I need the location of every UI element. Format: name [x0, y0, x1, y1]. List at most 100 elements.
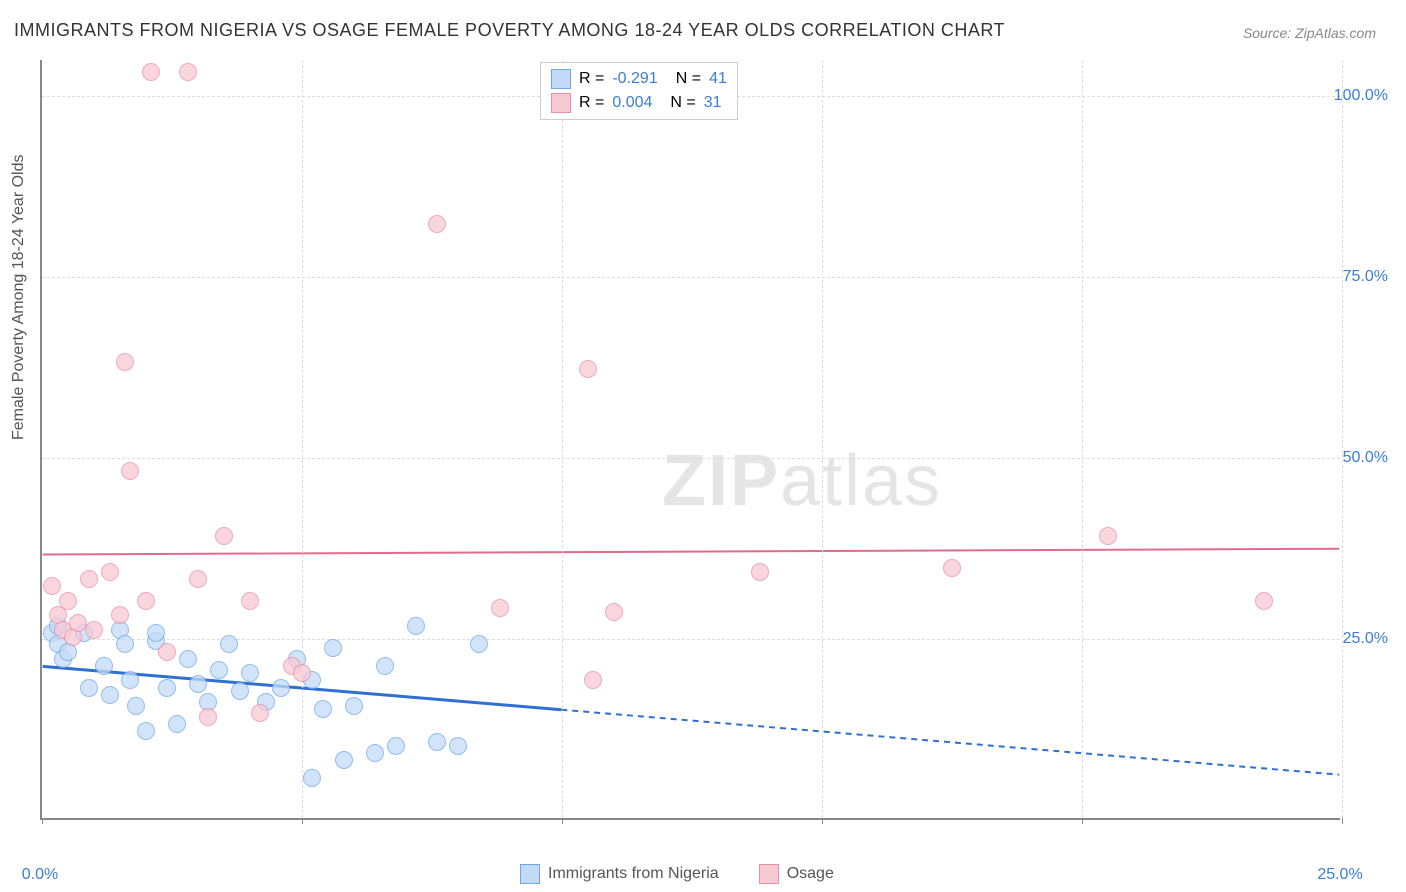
gridline-horizontal: [42, 277, 1340, 278]
data-point: [241, 664, 259, 682]
data-point: [43, 577, 61, 595]
data-point: [272, 679, 290, 697]
data-point: [199, 708, 217, 726]
data-point: [751, 563, 769, 581]
data-point: [179, 650, 197, 668]
data-point: [345, 697, 363, 715]
legend-item-series2: Osage: [759, 864, 834, 884]
data-point: [231, 682, 249, 700]
r-value-series2: 0.004: [612, 94, 652, 112]
data-point: [303, 769, 321, 787]
n-value-series1: 41: [709, 70, 727, 88]
data-point: [116, 353, 134, 371]
watermark: ZIPatlas: [662, 440, 942, 522]
x-tick: [1342, 818, 1343, 824]
data-point: [59, 592, 77, 610]
gridline-vertical: [1342, 60, 1343, 818]
r-label: R =: [579, 70, 604, 88]
data-point: [579, 360, 597, 378]
data-point: [95, 657, 113, 675]
gridline-vertical: [302, 60, 303, 818]
data-point: [220, 635, 238, 653]
x-tick-label: 25.0%: [1317, 866, 1362, 884]
data-point: [80, 679, 98, 697]
data-point: [407, 617, 425, 635]
data-point: [80, 570, 98, 588]
data-point: [314, 700, 332, 718]
data-point: [428, 733, 446, 751]
r-value-series1: -0.291: [612, 70, 657, 88]
legend-row-series2: R = 0.004 N = 31: [551, 91, 727, 115]
data-point: [215, 527, 233, 545]
data-point: [121, 462, 139, 480]
x-tick: [1082, 818, 1083, 824]
data-point: [324, 639, 342, 657]
data-point: [168, 715, 186, 733]
data-point: [101, 563, 119, 581]
x-tick: [302, 818, 303, 824]
data-point: [293, 664, 311, 682]
y-tick-label: 100.0%: [1334, 87, 1388, 105]
data-point: [111, 606, 129, 624]
data-point: [101, 686, 119, 704]
watermark-light: atlas: [780, 441, 942, 521]
y-tick-label: 75.0%: [1343, 268, 1388, 286]
data-point: [121, 671, 139, 689]
x-tick: [42, 818, 43, 824]
swatch-series2: [551, 93, 571, 113]
gridline-vertical: [1082, 60, 1083, 818]
data-point: [147, 624, 165, 642]
y-tick-label: 50.0%: [1343, 449, 1388, 467]
n-label: N =: [676, 70, 701, 88]
legend-correlation-box: R = -0.291 N = 41 R = 0.004 N = 31: [540, 62, 738, 120]
data-point: [1099, 527, 1117, 545]
legend-bottom: Immigrants from Nigeria Osage: [520, 864, 834, 884]
swatch-series2-bottom: [759, 864, 779, 884]
data-point: [335, 751, 353, 769]
data-point: [116, 635, 134, 653]
x-tick: [822, 818, 823, 824]
data-point: [137, 722, 155, 740]
data-point: [189, 570, 207, 588]
data-point: [387, 737, 405, 755]
data-point: [179, 63, 197, 81]
data-point: [158, 643, 176, 661]
swatch-series1-bottom: [520, 864, 540, 884]
data-point: [137, 592, 155, 610]
data-point: [470, 635, 488, 653]
data-point: [251, 704, 269, 722]
data-point: [1255, 592, 1273, 610]
data-point: [210, 661, 228, 679]
data-point: [376, 657, 394, 675]
gridline-vertical: [562, 60, 563, 818]
data-point: [142, 63, 160, 81]
data-point: [428, 215, 446, 233]
data-point: [189, 675, 207, 693]
legend-row-series1: R = -0.291 N = 41: [551, 67, 727, 91]
gridline-horizontal: [42, 458, 1340, 459]
y-axis-label: Female Poverty Among 18-24 Year Olds: [10, 155, 28, 441]
r-label: R =: [579, 94, 604, 112]
x-tick: [562, 818, 563, 824]
data-point: [85, 621, 103, 639]
data-point: [449, 737, 467, 755]
chart-title: IMMIGRANTS FROM NIGERIA VS OSAGE FEMALE …: [14, 20, 1005, 41]
legend-item-series1: Immigrants from Nigeria: [520, 864, 719, 884]
data-point: [605, 603, 623, 621]
swatch-series1: [551, 69, 571, 89]
legend-label-series2: Osage: [787, 865, 834, 883]
legend-label-series1: Immigrants from Nigeria: [548, 865, 719, 883]
n-label: N =: [670, 94, 695, 112]
x-tick-label: 0.0%: [22, 866, 58, 884]
trend-lines: [42, 60, 1340, 818]
n-value-series2: 31: [704, 94, 722, 112]
data-point: [127, 697, 145, 715]
data-point: [241, 592, 259, 610]
data-point: [366, 744, 384, 762]
data-point: [491, 599, 509, 617]
watermark-bold: ZIP: [662, 441, 780, 521]
data-point: [158, 679, 176, 697]
source-text: Source: ZipAtlas.com: [1243, 25, 1376, 41]
data-point: [584, 671, 602, 689]
y-tick-label: 25.0%: [1343, 630, 1388, 648]
